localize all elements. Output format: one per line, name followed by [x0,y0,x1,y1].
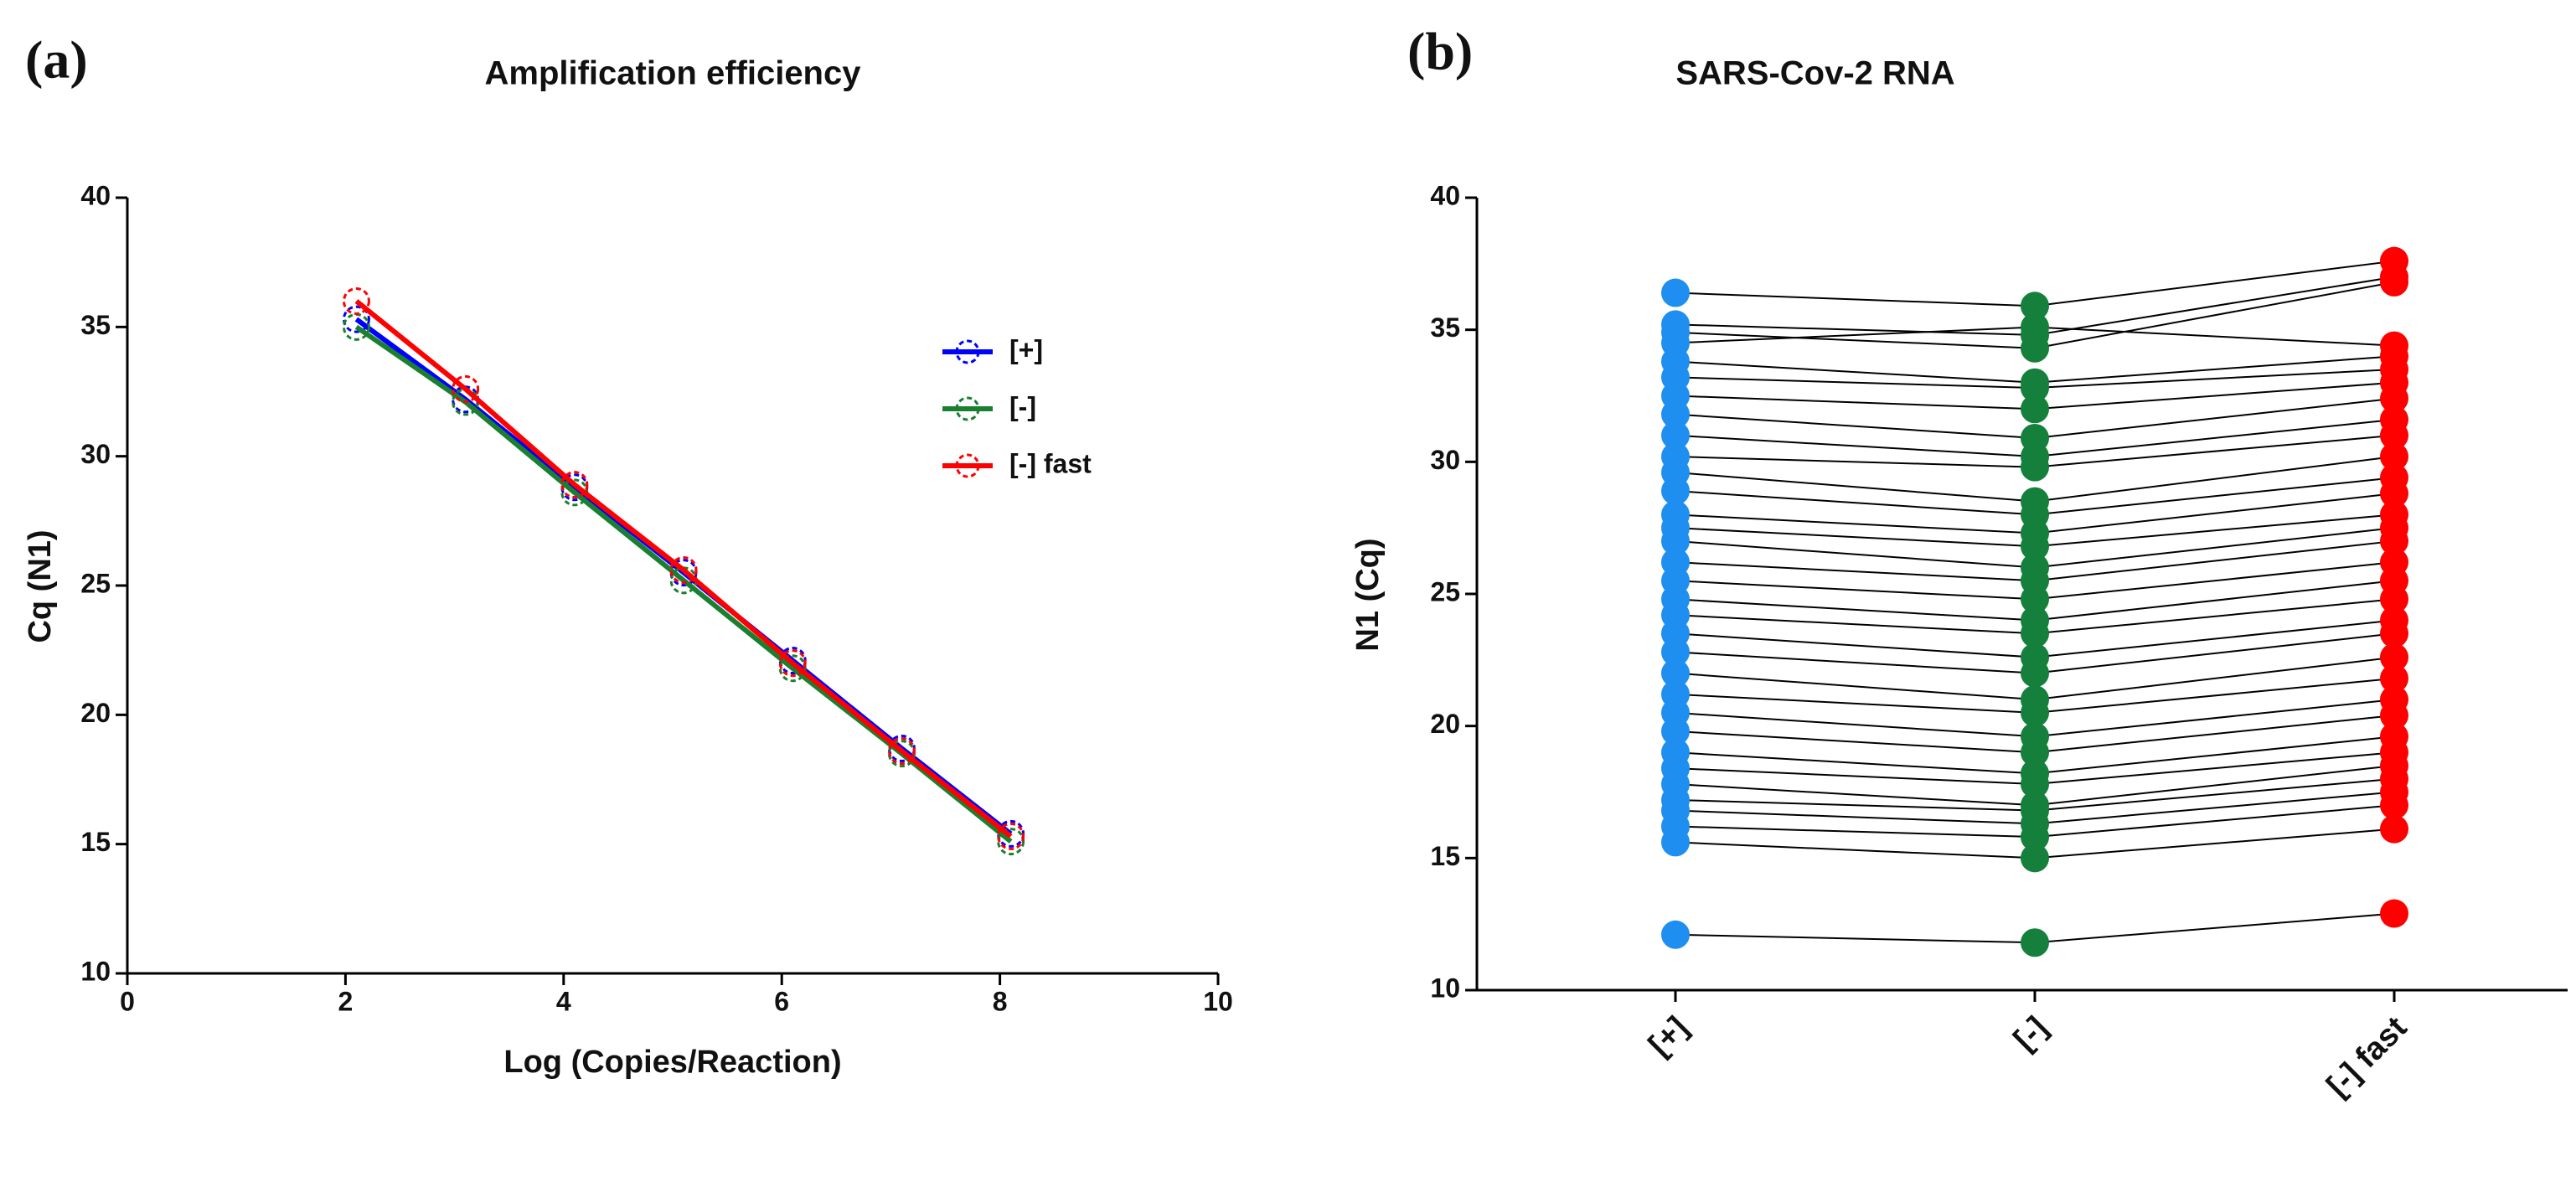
data-point [1661,716,1690,746]
data-point [997,822,1025,850]
data-point [2021,312,2049,342]
data-point [2021,374,2049,403]
data-point [2380,442,2408,472]
legend-marker [955,396,980,421]
data-point [2021,532,2049,561]
x-axis-label: Log (Copies/Reaction) [503,1045,841,1080]
data-point [1661,278,1690,307]
x-tick-label: [-] fast [2320,1010,2414,1104]
data-point [2380,791,2408,820]
data-point [2021,698,2049,727]
data-point [2021,619,2049,648]
y-tick-label: 15 [80,827,111,857]
data-point [2021,738,2049,767]
data-point [560,471,589,499]
data-point [2380,384,2408,413]
x-tick-label: [+] [1642,1010,1695,1063]
data-point [2021,452,2049,482]
y-tick-label: 10 [1430,973,1460,1003]
y-axis-label: N1 (Cq) [1350,538,1386,651]
data-point [2380,899,2408,928]
data-point [1661,526,1690,555]
data-point [2380,421,2408,450]
y-tick-label: 35 [1430,312,1460,343]
data-point [778,649,807,678]
legend-marker [955,339,980,364]
y-tick-label: 15 [1430,841,1460,871]
data-point [1661,477,1690,506]
y-axis-label: Cq (N1) [23,529,58,643]
x-tick-label: [-] [2007,1010,2055,1058]
y-tick-label: 25 [80,568,111,598]
chart-title: Amplification efficiency [485,55,862,92]
y-tick-label: 30 [80,439,111,469]
data-point [1661,637,1690,667]
data-point [342,286,370,315]
x-tick-label: 10 [1203,986,1233,1016]
data-point [669,555,698,584]
x-tick-label: 0 [120,986,135,1016]
panel-label: (a) [25,30,88,90]
series-line [354,299,1013,839]
data-point [2380,701,2408,730]
y-tick-label: 40 [80,180,111,210]
data-point [2380,479,2408,508]
panel-label: (b) [1407,22,1473,81]
data-point [2021,770,2049,799]
data-point [452,374,480,403]
data-point [1661,421,1690,450]
data-point [2380,643,2408,672]
data-point [887,737,916,766]
data-point [1661,400,1690,429]
y-tick-label: 20 [80,698,111,728]
y-tick-label: 40 [1430,180,1460,210]
data-point [2021,395,2049,424]
data-point [2021,292,2049,321]
data-point [2021,333,2049,363]
data-point [2021,823,2049,852]
y-tick-label: 30 [1430,445,1460,475]
y-tick-label: 20 [1430,709,1460,739]
data-point [2380,619,2408,648]
x-tick-label: 4 [556,986,571,1016]
data-point [342,305,370,333]
data-point [2380,814,2408,844]
legend-label: [+] [1009,334,1043,364]
data-point [2021,658,2049,688]
data-point [2380,526,2408,555]
data-point [1661,658,1690,688]
y-tick-label: 25 [1430,576,1460,606]
legend-label: [-] [1009,391,1036,421]
x-tick-label: 6 [774,986,789,1016]
y-tick-label: 10 [80,956,111,986]
data-point [2380,267,2408,297]
data-point [2380,585,2408,614]
data-point [2380,663,2408,693]
chart-title: SARS-Cov-2 RNA [1675,55,1954,92]
data-point [2021,928,2049,957]
data-point [2021,585,2049,614]
data-point [2021,844,2049,873]
legend-marker [955,453,980,478]
data-point [1661,920,1690,949]
x-tick-label: 8 [993,986,1008,1016]
y-tick-label: 35 [80,310,111,340]
legend-label: [-] fast [1009,448,1092,478]
data-point [1661,828,1690,857]
x-tick-label: 2 [338,986,354,1016]
